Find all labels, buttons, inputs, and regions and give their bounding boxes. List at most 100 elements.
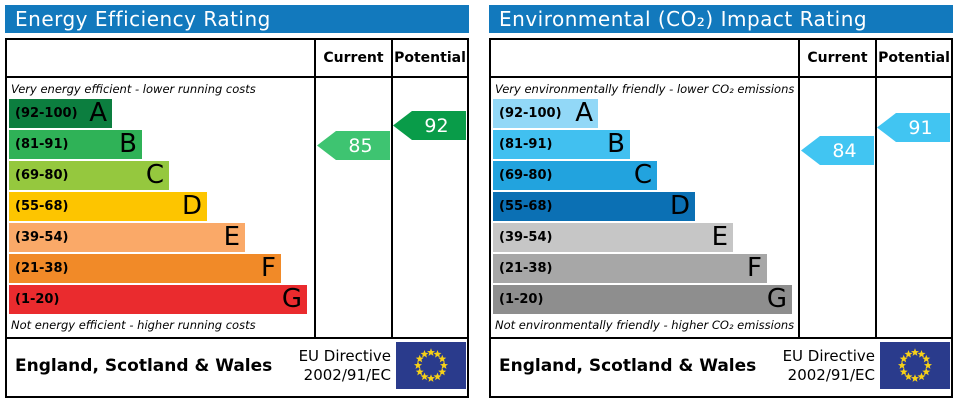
band-bar-f: (21-38) F	[493, 254, 767, 283]
band-row-b: (81-91) B	[9, 130, 314, 159]
panel-title: Environmental (CO₂) Impact Rating	[489, 5, 953, 33]
table-header: Current Potential	[491, 40, 951, 78]
band-letter: B	[607, 129, 625, 159]
rating-table: Current Potential Very energy efficient …	[5, 38, 469, 398]
band-bar-e: (39-54) E	[493, 223, 733, 252]
band-bar-d: (55-68) D	[493, 192, 695, 221]
band-bar-a: (92-100) A	[9, 99, 112, 128]
band-bar-g: (1-20) G	[493, 285, 792, 314]
band-row-d: (55-68) D	[9, 192, 314, 221]
band-letter: D	[181, 191, 202, 221]
band-letter: E	[711, 222, 728, 252]
eu-directive-line2: 2002/91/EC	[787, 365, 875, 384]
band-row-b: (81-91) B	[493, 130, 798, 159]
band-letter: C	[145, 160, 164, 190]
band-bar-e: (39-54) E	[9, 223, 245, 252]
potential-rating-value: 92	[424, 114, 449, 137]
band-bar-a: (92-100) A	[493, 99, 598, 128]
band-row-e: (39-54) E	[9, 223, 314, 252]
environmental-impact-panel: Environmental (CO₂) Impact Rating Curren…	[489, 5, 953, 398]
table-header: Current Potential	[7, 40, 467, 78]
eu-flag-icon	[396, 342, 466, 389]
band-range-label: (1-20)	[15, 292, 60, 307]
eu-directive-label: EU Directive 2002/91/EC	[299, 347, 396, 385]
current-rating-value: 84	[832, 139, 857, 162]
band-bar-b: (81-91) B	[9, 130, 142, 159]
band-bar-b: (81-91) B	[493, 130, 630, 159]
current-column-header: Current	[314, 40, 391, 76]
rating-table: Current Potential Very environmentally f…	[489, 38, 953, 398]
region-label: England, Scotland & Wales	[15, 355, 273, 376]
band-range-label: (81-91)	[15, 137, 69, 152]
band-row-e: (39-54) E	[493, 223, 798, 252]
band-letter: C	[633, 160, 652, 190]
panel-title: Energy Efficiency Rating	[5, 5, 469, 33]
band-letter: A	[89, 98, 107, 128]
band-range-label: (92-100)	[15, 106, 78, 121]
band-range-label: (81-91)	[499, 137, 553, 152]
band-range-label: (39-54)	[499, 230, 553, 245]
rating-chart: Very environmentally friendly - lower CO…	[491, 78, 951, 339]
band-range-label: (39-54)	[15, 230, 69, 245]
band-row-g: (1-20) G	[9, 285, 314, 314]
top-caption: Very environmentally friendly - lower CO…	[495, 82, 795, 96]
potential-column-header: Potential	[875, 40, 951, 76]
band-row-f: (21-38) F	[493, 254, 798, 283]
band-row-f: (21-38) F	[9, 254, 314, 283]
band-bar-c: (69-80) C	[9, 161, 169, 190]
band-letter: G	[766, 284, 787, 314]
band-range-label: (69-80)	[15, 168, 69, 183]
band-column: Very environmentally friendly - lower CO…	[491, 78, 798, 337]
eu-flag-icon	[880, 342, 950, 389]
current-rating-value: 85	[348, 134, 373, 157]
band-row-c: (69-80) C	[493, 161, 798, 190]
band-bar-g: (1-20) G	[9, 285, 307, 314]
band-row-a: (92-100) A	[493, 99, 798, 128]
band-row-a: (92-100) A	[9, 99, 314, 128]
band-range-label: (55-68)	[499, 199, 553, 214]
band-range-label: (55-68)	[15, 199, 69, 214]
eu-directive-line1: EU Directive	[782, 346, 875, 365]
band-letter: F	[747, 253, 762, 283]
band-bar-d: (55-68) D	[9, 192, 207, 221]
band-row-d: (55-68) D	[493, 192, 798, 221]
band-range-label: (1-20)	[499, 292, 544, 307]
band-range-label: (69-80)	[499, 168, 553, 183]
current-rating-arrow: 85	[317, 131, 390, 160]
eu-directive-line2: 2002/91/EC	[303, 365, 391, 384]
band-range-label: (21-38)	[499, 261, 553, 276]
potential-value-column: 92	[391, 78, 467, 337]
table-footer: England, Scotland & Wales EU Directive 2…	[491, 339, 951, 392]
table-footer: England, Scotland & Wales EU Directive 2…	[7, 339, 467, 392]
band-letter: A	[575, 98, 593, 128]
band-letter: G	[281, 284, 302, 314]
band-row-g: (1-20) G	[493, 285, 798, 314]
header-spacer	[7, 40, 314, 76]
band-column: Very energy efficient - lower running co…	[7, 78, 314, 337]
potential-value-column: 91	[875, 78, 951, 337]
current-value-column: 85	[314, 78, 391, 337]
current-value-column: 84	[798, 78, 875, 337]
potential-rating-value: 91	[908, 116, 933, 139]
current-column-header: Current	[798, 40, 875, 76]
band-letter: D	[669, 191, 690, 221]
eu-directive-line1: EU Directive	[298, 346, 391, 365]
potential-rating-arrow: 91	[877, 113, 950, 142]
region-label: England, Scotland & Wales	[499, 355, 757, 376]
rating-chart: Very energy efficient - lower running co…	[7, 78, 467, 339]
bottom-caption: Not environmentally friendly - higher CO…	[495, 318, 795, 332]
potential-column-header: Potential	[391, 40, 467, 76]
band-letter: F	[261, 253, 276, 283]
band-range-label: (92-100)	[499, 106, 562, 121]
band-row-c: (69-80) C	[9, 161, 314, 190]
current-rating-arrow: 84	[801, 136, 874, 165]
top-caption: Very energy efficient - lower running co…	[11, 82, 256, 96]
eu-directive-label: EU Directive 2002/91/EC	[783, 347, 880, 385]
bottom-caption: Not energy efficient - higher running co…	[11, 318, 256, 332]
potential-rating-arrow: 92	[393, 111, 466, 140]
band-range-label: (21-38)	[15, 261, 69, 276]
band-letter: E	[223, 222, 240, 252]
band-bar-c: (69-80) C	[493, 161, 657, 190]
header-spacer	[491, 40, 798, 76]
